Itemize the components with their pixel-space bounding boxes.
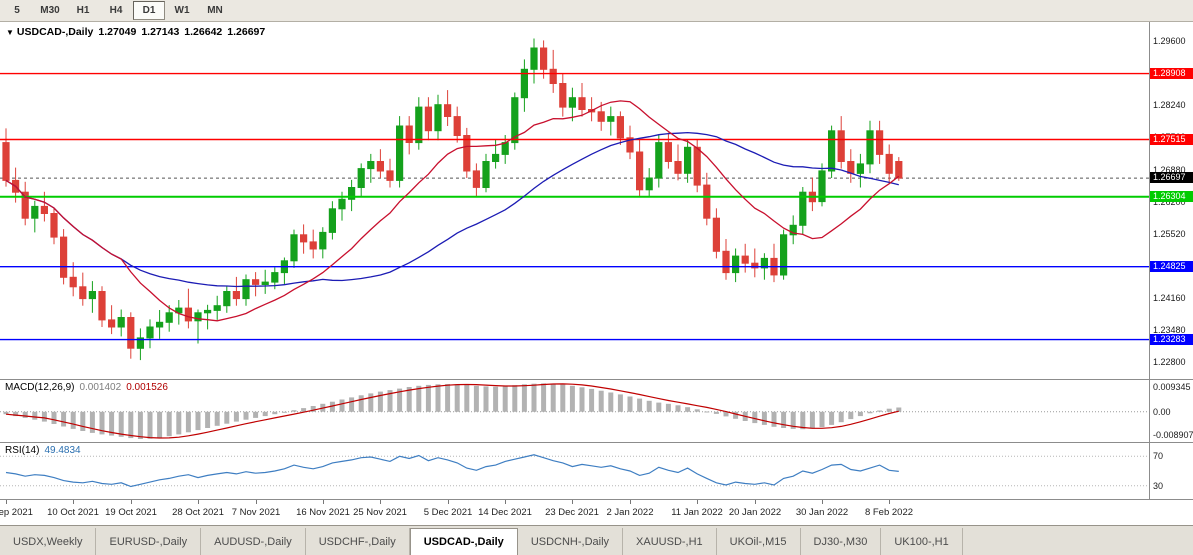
- chart-tab-usdcnh-daily[interactable]: USDCNH-,Daily: [517, 528, 624, 555]
- date-label: 30 Jan 2022: [795, 507, 849, 518]
- date-label: 23 Dec 2021: [545, 507, 599, 518]
- date-label: 11 Jan 2022: [671, 507, 723, 518]
- timeframe-button-h4[interactable]: H4: [109, 5, 123, 16]
- level-price-badge: 1.27515: [1150, 134, 1193, 145]
- timeframe-button-h1[interactable]: H1: [76, 5, 90, 16]
- chart-tab-bar: USDX,Weekly EURUSD-,Daily AUDUSD-,Daily USD…: [0, 525, 1193, 555]
- date-tick: [697, 500, 698, 504]
- rsi-lower-level-label: 30: [1153, 481, 1164, 491]
- date-tick: [256, 500, 257, 504]
- chart-symbol-label: USDCAD-,Daily: [16, 26, 94, 38]
- ohlc-high: 1.27143: [141, 26, 180, 38]
- price-grid-label: 1.28240: [1153, 100, 1186, 110]
- candlestick-series: [2, 38, 903, 361]
- rsi-chart-canvas[interactable]: [0, 443, 1149, 499]
- chart-tab-usdchf-daily[interactable]: USDCHF-,Daily: [305, 528, 410, 555]
- price-grid-label: 1.25520: [1153, 229, 1186, 239]
- rsi-title: RSI(14) 49.4834: [5, 445, 81, 456]
- level-price-badge: 1.23283: [1150, 334, 1193, 345]
- chart-tab-dj30-m30[interactable]: DJ30-,M30: [800, 528, 882, 555]
- date-label: 14 Dec 2021: [478, 507, 532, 518]
- date-label: 19 Oct 2021: [105, 507, 157, 518]
- price-grid-label: 1.29600: [1153, 36, 1186, 46]
- price-axis[interactable]: 1.296001.289201.282401.275601.268801.262…: [1149, 22, 1193, 379]
- date-tick: [889, 500, 890, 504]
- timeframe-button-5[interactable]: 5: [14, 5, 20, 16]
- macd-signal-line: [5, 383, 899, 439]
- price-grid-label: 1.24160: [1153, 293, 1186, 303]
- price-grid-label: 1.26200: [1153, 197, 1186, 207]
- ma-fast-line: [5, 100, 900, 322]
- current-price-badge: 1.26697: [1150, 172, 1193, 183]
- date-label: 25 Nov 2021: [353, 507, 407, 518]
- timeframe-button-mn[interactable]: MN: [207, 5, 223, 16]
- level-price-badge: 1.24825: [1150, 261, 1193, 272]
- date-label: 16 Nov 2021: [296, 507, 350, 518]
- date-label: 2 Jan 2022: [606, 507, 654, 518]
- date-label: 20 Jan 2022: [728, 507, 782, 518]
- rsi-axis[interactable]: 70 30: [1149, 442, 1193, 499]
- chart-tab-eurusd-daily[interactable]: EURUSD-,Daily: [96, 528, 202, 555]
- macd-histogram-series: [3, 383, 902, 439]
- timeframe-button-m30[interactable]: M30: [40, 5, 60, 16]
- ma-slow-line: [5, 131, 899, 288]
- price-grid-label: 1.22800: [1153, 357, 1186, 367]
- ohlc-low: 1.26642: [184, 26, 223, 38]
- date-label: 7 Nov 2021: [231, 507, 281, 518]
- macd-axis-zero-label: 0.00: [1153, 407, 1171, 417]
- date-label: 28 Oct 2021: [172, 507, 224, 518]
- symbol-dropdown-icon[interactable]: ▼: [6, 28, 14, 37]
- level-price-badge: 1.26304: [1150, 191, 1193, 202]
- date-tick: [630, 500, 631, 504]
- timeframe-button-d1[interactable]: D1: [133, 1, 165, 20]
- timeframe-button-w1[interactable]: W1: [174, 5, 190, 16]
- date-tick: [572, 500, 573, 504]
- chart-tab-audusd-daily[interactable]: AUDUSD-,Daily: [201, 528, 306, 555]
- chart-tab-usdcad-daily[interactable]: USDCAD-,Daily: [409, 528, 518, 555]
- rsi-value: 49.4834: [44, 445, 81, 456]
- date-tick: [505, 500, 506, 504]
- macd-axis-max-label: 0.009345: [1153, 382, 1191, 392]
- price-chart-panel[interactable]: ▼ USDCAD-,Daily 1.27049 1.27143 1.26642 1.266…: [0, 22, 1149, 379]
- date-tick: [73, 500, 74, 504]
- ohlc-close: 1.26697: [227, 26, 266, 38]
- rsi-line: [5, 454, 899, 488]
- date-tick: [380, 500, 381, 504]
- ohlc-open: 1.27049: [98, 26, 137, 38]
- chart-tab-usdx-weekly[interactable]: USDX,Weekly: [0, 528, 97, 555]
- level-price-badge: 1.28908: [1150, 68, 1193, 79]
- chart-tab-uk100-h1[interactable]: UK100-,H1: [881, 528, 963, 555]
- date-label: 10 Oct 2021: [47, 507, 99, 518]
- price-chart-canvas[interactable]: [0, 22, 1149, 379]
- macd-axis[interactable]: 0.009345 0.00 -0.008907: [1149, 379, 1193, 442]
- date-tick: [131, 500, 132, 504]
- rsi-upper-level-label: 70: [1153, 451, 1164, 461]
- date-tick: [323, 500, 324, 504]
- date-tick: [755, 500, 756, 504]
- rsi-panel[interactable]: RSI(14) 49.4834: [0, 442, 1149, 499]
- price-grid-label: 1.23480: [1153, 325, 1186, 335]
- chart-tab-ukoil-m15[interactable]: UKOil-,M15: [716, 528, 801, 555]
- macd-signal-value: 0.001526: [126, 382, 168, 393]
- macd-panel[interactable]: MACD(12,26,9) 0.001402 0.001526: [0, 379, 1149, 442]
- date-tick: [198, 500, 199, 504]
- chart-tab-xauusd-h1[interactable]: XAUUSD-,H1: [623, 528, 717, 555]
- macd-axis-min-label: -0.008907: [1153, 430, 1193, 440]
- macd-main-value: 0.001402: [79, 382, 122, 393]
- chart-title: ▼ USDCAD-,Daily 1.27049 1.27143 1.26642 1.266…: [6, 26, 265, 38]
- date-label: 5 Dec 2021: [423, 507, 473, 518]
- price-grid-label: 1.26880: [1153, 165, 1186, 175]
- macd-chart-canvas[interactable]: [0, 380, 1149, 442]
- date-tick: [822, 500, 823, 504]
- timeframe-toolbar: 5 M30 H1 H4 D1 W1 MN: [0, 0, 1193, 22]
- date-label: 30 Sep 2021: [0, 507, 33, 518]
- date-label: 8 Feb 2022: [864, 507, 914, 518]
- rsi-label: RSI(14): [5, 445, 40, 456]
- date-axis[interactable]: 30 Sep 2021 10 Oct 2021 19 Oct 2021 28 Oct …: [0, 499, 1193, 525]
- date-tick: [448, 500, 449, 504]
- macd-title: MACD(12,26,9) 0.001402 0.001526: [5, 382, 168, 393]
- date-tick: [6, 500, 7, 504]
- macd-label: MACD(12,26,9): [5, 382, 75, 393]
